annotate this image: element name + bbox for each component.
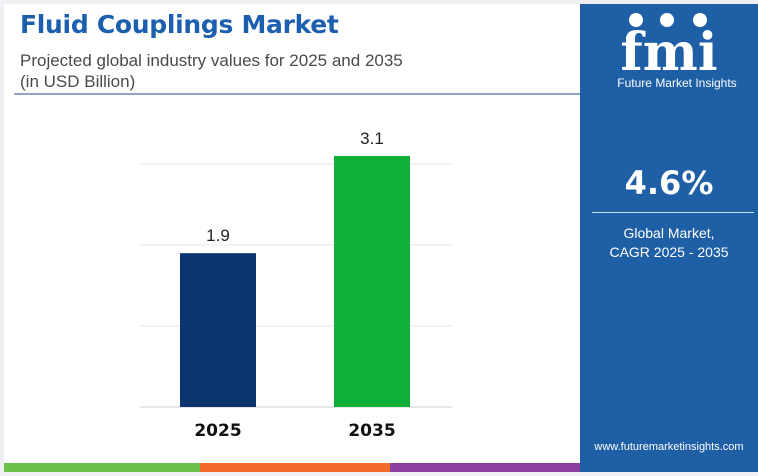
infographic-card: Fluid Couplings Market Projected global … <box>4 4 758 472</box>
value-label-2035: 3.1 <box>360 129 384 148</box>
cagr-label-line-2: CAGR 2025 - 2035 <box>609 244 729 260</box>
header-divider <box>14 93 580 95</box>
stripe-purple <box>390 463 580 472</box>
subtitle-line-2: (in USD Billion) <box>20 72 136 91</box>
bottom-color-stripe <box>4 463 580 472</box>
logo-dot-middle <box>660 13 674 27</box>
fmi-logo-icon: fmi <box>620 13 718 83</box>
page-title: Fluid Couplings Market <box>20 10 339 39</box>
bar-2035 <box>334 156 410 407</box>
info-sidebar: fmi Future Market Insights 4.6% Global M… <box>580 4 758 472</box>
value-label-2025: 1.9 <box>206 226 230 245</box>
cagr-label: Global Market, CAGR 2025 - 2035 <box>580 224 758 262</box>
stripe-green <box>4 463 200 472</box>
category-label-2025: 2025 <box>194 421 241 441</box>
bar-2025 <box>180 253 256 407</box>
cagr-value: 4.6% <box>624 164 714 202</box>
chart-panel: Fluid Couplings Market Projected global … <box>4 4 580 472</box>
subtitle-line-1: Projected global industry values for 202… <box>20 51 403 70</box>
cagr-divider <box>592 212 754 213</box>
bar-chart: 1.9 2025 3.1 2035 <box>140 129 452 441</box>
logo-dot-left <box>629 13 643 27</box>
logo-letters: fmi <box>620 22 717 83</box>
subtitle: Projected global industry values for 202… <box>20 50 560 92</box>
stripe-orange <box>200 463 390 472</box>
fmi-logo: fmi Future Market Insights <box>580 4 758 100</box>
cagr-label-line-1: Global Market, <box>623 225 715 241</box>
logo-dot-right <box>693 13 707 27</box>
website-link[interactable]: www.futuremarketinsights.com <box>594 441 744 453</box>
logo-company-name: Future Market Insights <box>617 76 737 90</box>
category-label-2035: 2035 <box>348 421 395 441</box>
